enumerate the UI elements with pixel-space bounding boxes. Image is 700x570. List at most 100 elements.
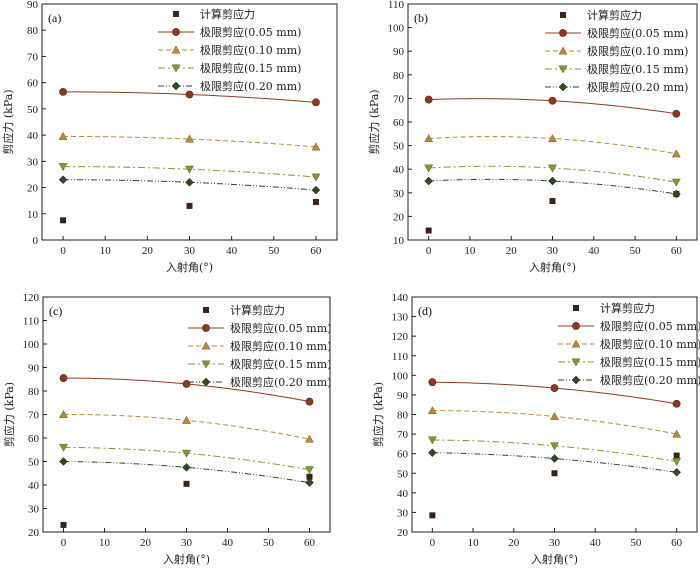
- data-point: [182, 463, 191, 472]
- series-line: [63, 135, 316, 148]
- data-point: [548, 176, 557, 186]
- series-ultimate-shear-020: [424, 176, 681, 199]
- legend-label: 极限剪应(0.10 mm): [230, 339, 331, 353]
- legend-marker: [201, 360, 211, 369]
- x-tick-label: 40: [590, 537, 602, 549]
- legend-label: 极限剪应(0.20 mm): [587, 80, 688, 94]
- data-point: [548, 134, 557, 142]
- legend-item: 极限剪应(0.15 mm): [558, 355, 700, 369]
- legend-item: 计算剪应力: [173, 7, 255, 21]
- data-point: [311, 142, 321, 151]
- y-tick-label: 0: [33, 235, 39, 247]
- data-point: [58, 131, 68, 140]
- legend-item: 极限剪应(0.20 mm): [558, 373, 700, 387]
- y-tick-label: 110: [23, 316, 40, 328]
- data-point: [427, 406, 437, 415]
- y-tick-label: 80: [397, 410, 409, 422]
- legend-item: 极限剪应(0.05 mm): [158, 25, 301, 39]
- data-point: [312, 198, 319, 205]
- x-tick-label: 40: [226, 245, 238, 257]
- legend-label: 极限剪应(0.15 mm): [587, 62, 688, 76]
- data-point: [550, 411, 559, 420]
- y-tick-label: 100: [23, 339, 40, 351]
- y-tick-label: 120: [23, 292, 40, 304]
- chart-panel-c: 20 30 40 50 60 70 80 90 100 110 120 0 10 20 30 40 50 60 入射…: [2, 292, 331, 566]
- data-point: [59, 374, 68, 382]
- x-tick-label: 50: [630, 245, 642, 257]
- y-tick-label: 90: [28, 363, 40, 375]
- series-ultimate-shear-015: [427, 436, 682, 467]
- legend-label: 计算剪应力: [200, 7, 255, 21]
- y-tick-label: 20: [393, 211, 405, 223]
- data-point: [549, 198, 556, 205]
- chart-panel-a: 0 10 20 30 40 50 60 70 80 90 0 10 20 30 40 50 60 入射角(°) 剪应…: [1, 0, 338, 274]
- data-point: [182, 449, 191, 458]
- legend-item: 极限剪应(0.10 mm): [158, 43, 301, 57]
- y-tick-label: 60: [28, 433, 40, 445]
- legend-label: 极限剪应(0.05 mm): [587, 26, 688, 40]
- legend-label: 极限剪应(0.10 mm): [600, 337, 700, 351]
- data-point: [673, 452, 680, 459]
- legend-label: 极限剪应(0.15 mm): [230, 357, 331, 371]
- y-axis-label: 剪应力 (kPa): [371, 382, 385, 447]
- x-tick-label: 0: [60, 245, 66, 257]
- y-tick-label: 50: [28, 457, 40, 469]
- y-tick-label: 10: [27, 209, 39, 221]
- data-point: [305, 466, 314, 475]
- legend-marker: [573, 305, 579, 311]
- x-tick-label: 30: [549, 537, 561, 549]
- series-ultimate-shear-015: [59, 443, 314, 475]
- legend-label: 极限剪应(0.20 mm): [600, 373, 700, 387]
- y-tick-label: 50: [397, 468, 409, 480]
- data-point: [672, 109, 681, 118]
- y-tick-label: 80: [28, 386, 40, 398]
- legend-marker: [202, 324, 210, 332]
- legend-marker: [558, 82, 568, 92]
- data-point: [185, 134, 194, 143]
- x-tick-label: 50: [268, 245, 280, 257]
- legend-marker: [171, 64, 181, 73]
- legend-label: 极限剪应(0.20 mm): [230, 375, 331, 389]
- y-tick-label: 70: [28, 410, 40, 422]
- data-point: [424, 176, 433, 186]
- legend-label: 计算剪应力: [587, 8, 642, 22]
- series-ultimate-shear-005: [424, 95, 681, 118]
- legend-marker: [171, 81, 181, 91]
- legend-item: 极限剪应(0.05 mm): [188, 321, 331, 335]
- x-tick-label: 30: [181, 537, 193, 549]
- x-tick-label: 10: [464, 245, 476, 257]
- legend-item: 计算剪应力: [560, 8, 642, 22]
- data-point: [672, 429, 682, 438]
- x-tick-label: 50: [630, 537, 642, 549]
- y-tick-label: 130: [392, 312, 409, 324]
- y-tick-label: 60: [27, 78, 39, 90]
- x-tick-label: 0: [430, 537, 436, 549]
- panel-label: (a): [48, 11, 61, 25]
- panel-label: (b): [414, 11, 428, 25]
- legend-marker: [201, 341, 211, 350]
- data-point: [182, 415, 191, 424]
- x-tick-label: 40: [222, 537, 234, 549]
- y-tick-label: 90: [27, 0, 39, 11]
- x-tick-label: 10: [99, 537, 111, 549]
- y-tick-label: 30: [27, 156, 39, 168]
- data-point: [305, 434, 314, 443]
- legend-label: 极限剪应(0.05 mm): [200, 25, 301, 39]
- data-point: [427, 436, 437, 445]
- series-ultimate-shear-005: [59, 87, 320, 107]
- y-tick-label: 30: [28, 504, 40, 516]
- legend-marker: [203, 307, 209, 313]
- x-tick-label: 30: [184, 245, 196, 257]
- legend-label: 极限剪应(0.05 mm): [230, 321, 331, 335]
- legend-label: 极限剪应(0.05 mm): [600, 319, 700, 333]
- legend-item: 极限剪应(0.05 mm): [558, 319, 700, 333]
- legend-item: 极限剪应(0.15 mm): [158, 61, 301, 75]
- data-point: [424, 134, 434, 142]
- legend-label: 极限剪应(0.20 mm): [200, 79, 301, 93]
- series-ultimate-shear-010: [424, 134, 681, 158]
- data-point: [305, 397, 314, 406]
